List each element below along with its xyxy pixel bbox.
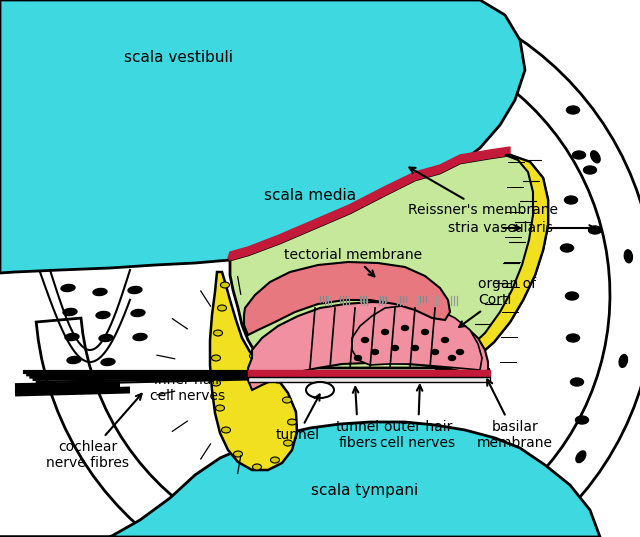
- Polygon shape: [0, 422, 600, 537]
- Ellipse shape: [96, 311, 110, 318]
- Ellipse shape: [133, 333, 147, 340]
- Text: Reissner's membrane: Reissner's membrane: [408, 168, 558, 217]
- Text: scala vestibuli: scala vestibuli: [124, 50, 232, 66]
- Ellipse shape: [221, 427, 230, 433]
- Ellipse shape: [561, 244, 573, 252]
- Text: organ of
Corti: organ of Corti: [459, 277, 536, 327]
- Ellipse shape: [99, 335, 113, 342]
- Ellipse shape: [216, 405, 225, 411]
- Ellipse shape: [566, 292, 579, 300]
- Ellipse shape: [131, 309, 145, 316]
- Ellipse shape: [575, 416, 589, 424]
- Ellipse shape: [306, 382, 334, 398]
- Polygon shape: [244, 262, 450, 335]
- Ellipse shape: [442, 337, 449, 343]
- Polygon shape: [36, 0, 640, 537]
- Polygon shape: [248, 370, 490, 377]
- Ellipse shape: [381, 330, 388, 335]
- Text: tectorial membrane: tectorial membrane: [284, 248, 422, 277]
- Ellipse shape: [287, 419, 296, 425]
- Polygon shape: [248, 377, 490, 382]
- Ellipse shape: [93, 288, 107, 295]
- Ellipse shape: [63, 308, 77, 316]
- Ellipse shape: [221, 282, 230, 288]
- Ellipse shape: [218, 305, 227, 311]
- Text: stria vascularis: stria vascularis: [448, 221, 553, 235]
- Text: tunnel: tunnel: [276, 395, 320, 442]
- Text: scala media: scala media: [264, 187, 356, 202]
- Text: scala tympani: scala tympani: [312, 483, 419, 497]
- Ellipse shape: [271, 457, 280, 463]
- Text: cochlear
nerve fibres: cochlear nerve fibres: [47, 394, 141, 470]
- Ellipse shape: [422, 330, 429, 335]
- Polygon shape: [228, 147, 510, 260]
- Ellipse shape: [619, 354, 627, 367]
- Ellipse shape: [65, 333, 79, 340]
- Ellipse shape: [61, 285, 75, 292]
- Ellipse shape: [589, 226, 602, 234]
- Ellipse shape: [566, 334, 579, 342]
- Ellipse shape: [456, 350, 463, 354]
- Ellipse shape: [284, 440, 292, 446]
- Ellipse shape: [392, 345, 399, 351]
- Ellipse shape: [566, 106, 579, 114]
- Ellipse shape: [573, 151, 586, 159]
- Ellipse shape: [362, 337, 369, 343]
- Polygon shape: [0, 0, 525, 273]
- Ellipse shape: [273, 377, 282, 383]
- Ellipse shape: [253, 464, 262, 470]
- Ellipse shape: [282, 397, 291, 403]
- Text: outer hair
cell nerves: outer hair cell nerves: [380, 385, 456, 450]
- Ellipse shape: [128, 286, 142, 294]
- Ellipse shape: [211, 380, 221, 386]
- Ellipse shape: [214, 330, 223, 336]
- Text: tunnel
fibers: tunnel fibers: [336, 387, 380, 450]
- Ellipse shape: [576, 451, 586, 462]
- Ellipse shape: [591, 151, 600, 163]
- Text: inner hair
cell nerves: inner hair cell nerves: [150, 373, 225, 403]
- Polygon shape: [352, 305, 482, 370]
- Ellipse shape: [234, 451, 243, 457]
- Polygon shape: [248, 302, 488, 390]
- Ellipse shape: [584, 166, 596, 174]
- Ellipse shape: [67, 357, 81, 364]
- Ellipse shape: [564, 196, 577, 204]
- Ellipse shape: [101, 359, 115, 366]
- Text: basilar
membrane: basilar membrane: [477, 380, 553, 450]
- Ellipse shape: [250, 353, 259, 359]
- Ellipse shape: [431, 350, 438, 354]
- Ellipse shape: [401, 325, 408, 330]
- Ellipse shape: [624, 250, 632, 263]
- Ellipse shape: [570, 378, 584, 386]
- Ellipse shape: [371, 350, 378, 354]
- Ellipse shape: [355, 355, 362, 360]
- Ellipse shape: [449, 355, 456, 360]
- Polygon shape: [210, 272, 297, 470]
- Ellipse shape: [211, 355, 221, 361]
- Ellipse shape: [412, 345, 419, 351]
- Polygon shape: [443, 155, 548, 368]
- Ellipse shape: [260, 364, 269, 370]
- Polygon shape: [230, 155, 548, 370]
